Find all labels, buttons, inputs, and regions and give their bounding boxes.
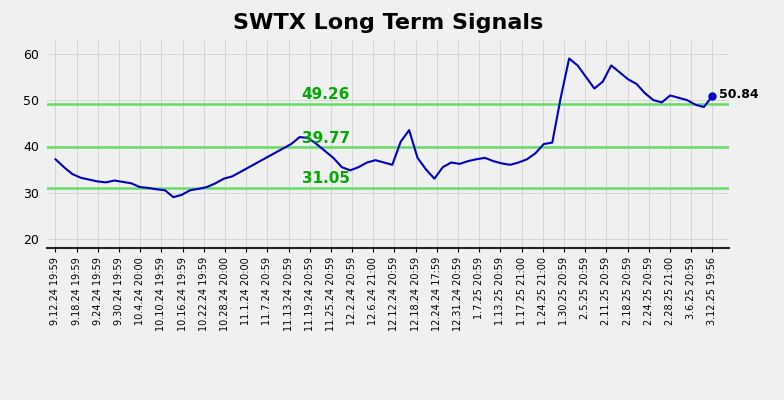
Text: 31.05: 31.05 [302, 171, 350, 186]
Title: SWTX Long Term Signals: SWTX Long Term Signals [233, 13, 543, 33]
Point [706, 93, 719, 100]
Text: 39.77: 39.77 [302, 130, 350, 146]
Text: 50.84: 50.84 [719, 88, 759, 101]
Text: 49.26: 49.26 [302, 87, 350, 102]
